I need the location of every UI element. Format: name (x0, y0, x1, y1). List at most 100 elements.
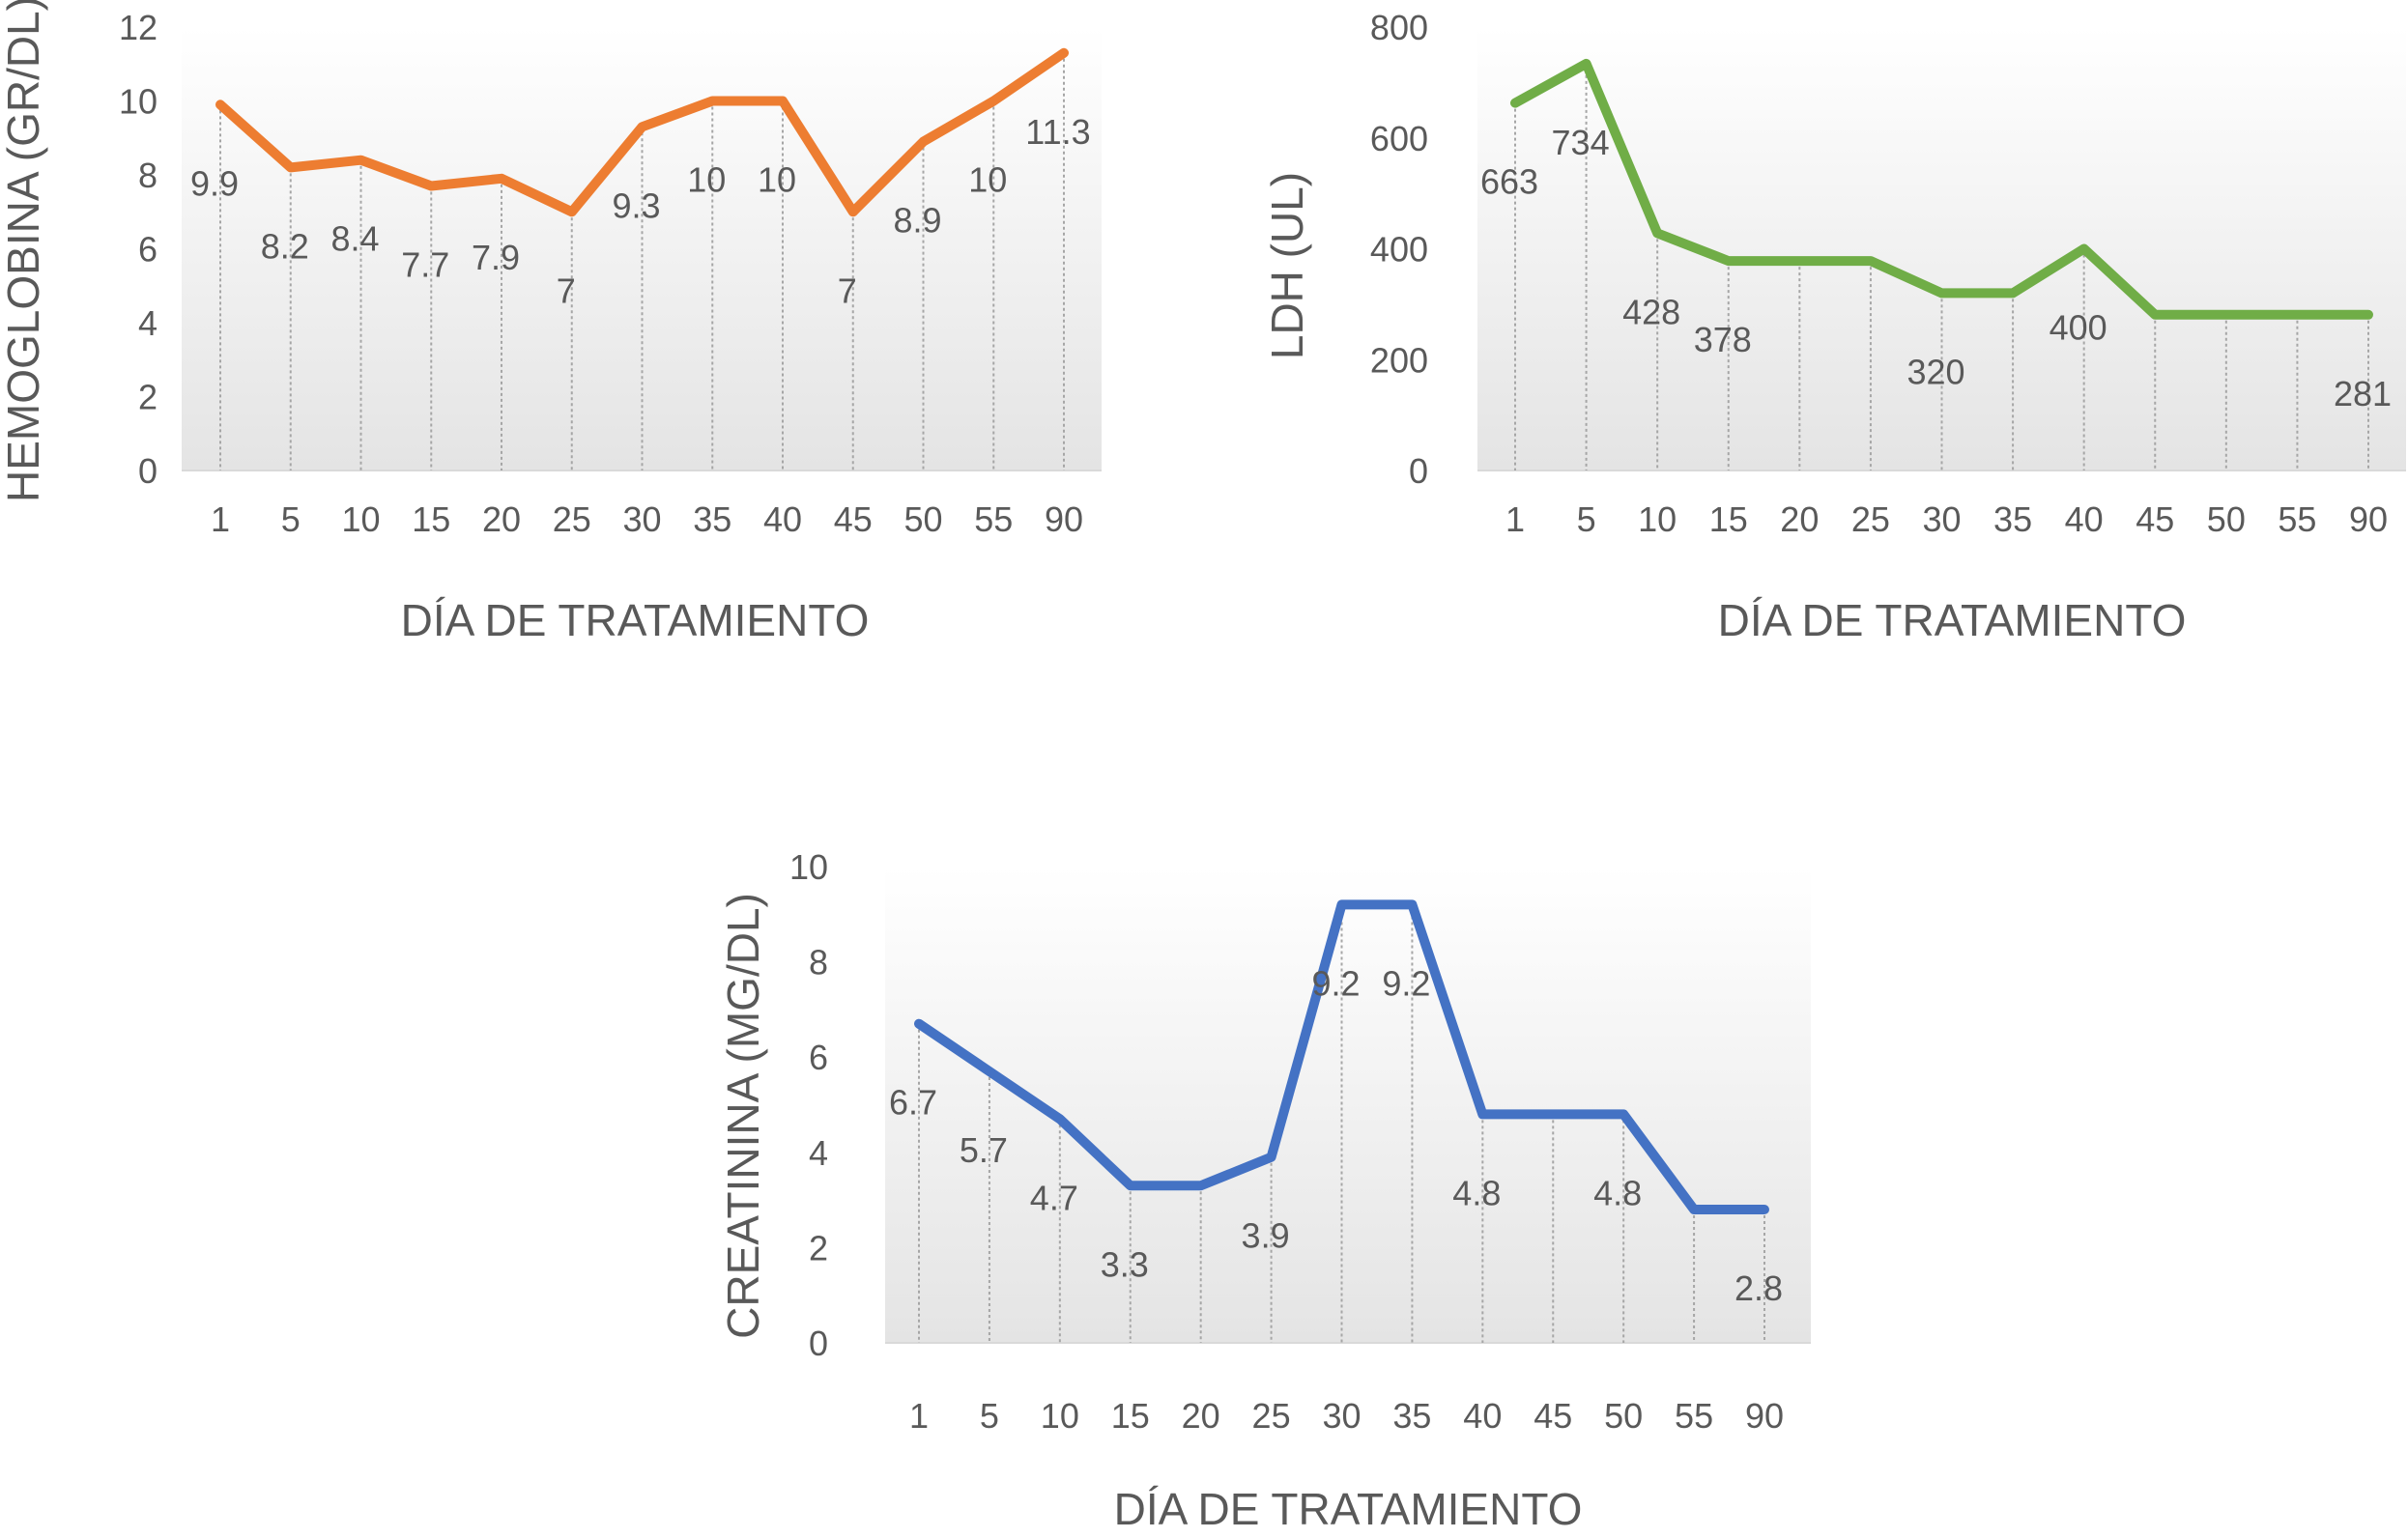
ldh-x-tick-label: 55 (2278, 499, 2316, 539)
ldh-data-point (1794, 256, 1804, 266)
creatinina-data-point (1337, 899, 1347, 909)
ldh-data-point (1724, 256, 1734, 266)
hemoglobina-data-label: 10 (968, 160, 1007, 200)
creatinina-data-point (1267, 1153, 1276, 1162)
creatinina-x-tick-label: 30 (1322, 1396, 1361, 1436)
ldh-data-point (1510, 99, 1520, 108)
ldh-data-point (1937, 288, 1947, 298)
hemoglobina-y-axis-title: HEMOGLOBINA (GR/DL) (0, 0, 48, 502)
hemoglobina-data-label: 9.9 (190, 163, 239, 203)
ldh-x-tick-label: 40 (2065, 499, 2104, 539)
hemoglobina-x-tick-label: 5 (281, 499, 301, 539)
creatinina-data-label: 4.8 (1452, 1173, 1501, 1212)
creatinina-data-label: 3.9 (1242, 1216, 1290, 1256)
creatinina-data-point (1619, 1109, 1628, 1119)
creatinina-data-label: 5.7 (960, 1130, 1008, 1170)
creatinina-data-point (1055, 1114, 1065, 1124)
hemoglobina-data-point (778, 97, 788, 106)
creatinina-plot-area (885, 867, 1811, 1343)
creatinina-data-label: 9.2 (1382, 963, 1430, 1003)
creatinina-data-point (1477, 1109, 1487, 1119)
creatinina-data-point (1126, 1181, 1135, 1190)
creatinina-data-point (1689, 1205, 1699, 1214)
creatinina-y-tick-label: 4 (809, 1133, 828, 1173)
hemoglobina-y-tick-label: 10 (119, 82, 158, 122)
ldh-series-line (1510, 58, 2373, 320)
hemoglobina-data-label: 7.9 (472, 238, 520, 277)
hemoglobina-data-label: 9.3 (612, 185, 660, 225)
ldh-y-tick-label: 400 (1370, 230, 1428, 270)
creatinina-x-tick-label: 10 (1041, 1396, 1079, 1436)
ldh-data-point (2150, 310, 2160, 320)
creatinina-x-tick-label: 35 (1392, 1396, 1431, 1436)
ldh-x-tick-label: 25 (1851, 499, 1890, 539)
creatinina-data-label: 4.7 (1030, 1178, 1078, 1217)
hemoglobina-data-point (919, 137, 929, 147)
ldh-y-tick-label: 0 (1409, 451, 1428, 491)
creatinina-data-label: 6.7 (889, 1083, 937, 1123)
ldh-x-tick-label: 10 (1638, 499, 1677, 539)
ldh-x-tick-label: 50 (2207, 499, 2246, 539)
hemoglobina-data-point (567, 207, 577, 216)
creatinina-x-tick-label: 20 (1182, 1396, 1220, 1436)
ldh-data-point (2222, 310, 2231, 320)
ldh-data-point (2364, 310, 2373, 320)
ldh-x-tick-label: 20 (1780, 499, 1819, 539)
hemoglobina-data-label: 8.2 (261, 226, 309, 266)
creatinina-y-tick-label: 8 (809, 943, 828, 983)
ldh-data-label: 400 (2050, 308, 2107, 348)
ldh-x-tick-label: 15 (1709, 499, 1748, 539)
hemoglobina-data-label: 11.3 (1025, 112, 1090, 152)
creatinina-x-tick-label: 90 (1745, 1396, 1784, 1436)
ldh-x-axis-title: DÍA DE TRATAMIENTO (1718, 595, 2187, 645)
creatinina-x-tick-label: 25 (1252, 1396, 1291, 1436)
hemoglobina-y-tick-label: 8 (138, 156, 158, 195)
ldh-data-label: 428 (1622, 292, 1680, 331)
hemoglobina-data-label: 8.4 (330, 219, 379, 259)
hemoglobina-data-label: 8.9 (893, 201, 941, 241)
ldh-data-label: 378 (1694, 320, 1752, 359)
creatinina-data-point (1760, 1205, 1769, 1214)
creatinina-data-label: 3.3 (1101, 1244, 1149, 1284)
hemoglobina-x-tick-label: 25 (553, 499, 591, 539)
creatinina-data-label: 2.8 (1734, 1268, 1783, 1308)
hemoglobina-series-line (215, 47, 1069, 217)
hemoglobina-data-point (989, 97, 998, 106)
creatinina-x-tick-label: 5 (980, 1396, 999, 1436)
ldh-x-tick-label: 35 (1993, 499, 2032, 539)
creatinina-data-point (1196, 1181, 1206, 1190)
ldh-y-axis-title: LDH (UL) (1262, 172, 1312, 359)
ldh-plot-area (1477, 27, 2406, 470)
creatinina-series-line (914, 899, 1769, 1214)
hemoglobina-x-tick-label: 30 (622, 499, 661, 539)
creatinina-x-tick-label: 50 (1604, 1396, 1643, 1436)
hemoglobina-data-point (707, 97, 717, 106)
ldh-x-tick-label: 1 (1505, 499, 1525, 539)
hemoglobina-x-tick-label: 15 (412, 499, 450, 539)
creatinina-x-tick-label: 55 (1675, 1396, 1713, 1436)
ldh-data-label: 320 (1906, 352, 1964, 391)
hemoglobina-data-label: 10 (758, 160, 796, 200)
hemoglobina-x-tick-label: 55 (974, 499, 1013, 539)
ldh-x-tick-label: 90 (2349, 499, 2388, 539)
creatinina-data-point (985, 1067, 994, 1076)
hemoglobina-data-label: 7 (838, 271, 857, 310)
hemoglobina-data-label: 10 (687, 160, 726, 200)
hemoglobina-x-tick-label: 20 (482, 499, 521, 539)
hemoglobina-data-point (497, 174, 506, 184)
hemoglobina-x-tick-label: 45 (834, 499, 873, 539)
ldh-x-tick-label: 5 (1577, 499, 1596, 539)
ldh-data-label: 281 (2334, 374, 2392, 413)
hemoglobina-data-point (638, 122, 647, 131)
hemoglobina-data-label: 7.7 (401, 244, 449, 284)
creatinina-data-point (914, 1019, 924, 1029)
ldh-x-tick-label: 45 (2136, 499, 2174, 539)
creatinina-y-tick-label: 0 (809, 1324, 828, 1363)
ldh-data-label: 663 (1480, 162, 1538, 202)
ldh-data-point (2079, 244, 2089, 254)
hemoglobina-x-tick-label: 35 (693, 499, 731, 539)
hemoglobina-x-tick-label: 40 (763, 499, 802, 539)
